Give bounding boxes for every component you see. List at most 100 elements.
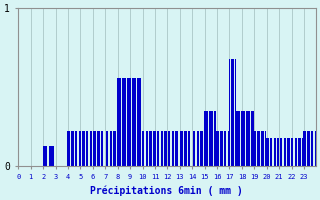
Bar — [299, 138, 300, 166]
Bar — [86, 131, 87, 166]
Bar — [51, 146, 52, 166]
Bar — [137, 78, 138, 166]
Bar — [142, 131, 143, 166]
Bar — [149, 131, 151, 166]
Bar — [87, 131, 89, 166]
Bar — [214, 111, 215, 166]
Bar — [244, 111, 245, 166]
Bar — [308, 131, 310, 166]
Bar — [231, 59, 233, 166]
Bar — [212, 111, 213, 166]
Bar — [146, 131, 147, 166]
Bar — [262, 131, 264, 166]
Bar — [117, 78, 118, 166]
Bar — [204, 111, 205, 166]
Bar — [228, 131, 229, 166]
Bar — [296, 138, 297, 166]
Bar — [134, 78, 136, 166]
Bar — [196, 131, 198, 166]
Bar — [274, 138, 275, 166]
Bar — [220, 131, 221, 166]
Bar — [147, 131, 148, 166]
Bar — [189, 131, 190, 166]
Bar — [302, 138, 303, 166]
X-axis label: Précipitations 6min ( mm ): Précipitations 6min ( mm ) — [90, 185, 243, 196]
Bar — [91, 131, 92, 166]
Bar — [221, 131, 223, 166]
Bar — [265, 131, 266, 166]
Bar — [130, 78, 131, 166]
Bar — [175, 131, 177, 166]
Bar — [292, 138, 293, 166]
Bar — [118, 78, 120, 166]
Bar — [284, 138, 285, 166]
Bar — [93, 131, 95, 166]
Bar — [172, 131, 173, 166]
Bar — [127, 78, 128, 166]
Bar — [101, 131, 102, 166]
Bar — [258, 131, 259, 166]
Bar — [158, 131, 159, 166]
Bar — [52, 146, 54, 166]
Bar — [143, 131, 144, 166]
Bar — [107, 131, 108, 166]
Bar — [261, 131, 262, 166]
Bar — [115, 131, 116, 166]
Bar — [236, 111, 237, 166]
Bar — [254, 131, 255, 166]
Bar — [233, 59, 234, 166]
Bar — [259, 131, 260, 166]
Bar — [80, 131, 81, 166]
Bar — [71, 131, 72, 166]
Bar — [120, 78, 121, 166]
Bar — [128, 78, 130, 166]
Bar — [218, 131, 219, 166]
Bar — [252, 111, 254, 166]
Bar — [162, 131, 163, 166]
Bar — [225, 131, 226, 166]
Bar — [95, 131, 96, 166]
Bar — [124, 78, 126, 166]
Bar — [255, 131, 256, 166]
Bar — [99, 131, 100, 166]
Bar — [82, 131, 84, 166]
Bar — [102, 131, 103, 166]
Bar — [46, 146, 47, 166]
Bar — [271, 138, 272, 166]
Bar — [237, 111, 239, 166]
Bar — [45, 146, 46, 166]
Bar — [165, 131, 167, 166]
Bar — [209, 111, 210, 166]
Bar — [305, 131, 306, 166]
Bar — [123, 78, 124, 166]
Bar — [153, 131, 154, 166]
Bar — [285, 138, 286, 166]
Bar — [132, 78, 133, 166]
Bar — [289, 138, 290, 166]
Bar — [202, 131, 203, 166]
Bar — [205, 111, 206, 166]
Bar — [185, 131, 187, 166]
Bar — [75, 131, 76, 166]
Bar — [200, 131, 202, 166]
Bar — [216, 131, 218, 166]
Bar — [215, 111, 216, 166]
Bar — [49, 146, 50, 166]
Bar — [84, 131, 85, 166]
Bar — [243, 111, 244, 166]
Bar — [270, 138, 271, 166]
Bar — [287, 138, 289, 166]
Bar — [193, 131, 194, 166]
Bar — [180, 131, 182, 166]
Bar — [111, 131, 112, 166]
Bar — [229, 59, 230, 166]
Bar — [312, 131, 313, 166]
Bar — [177, 131, 178, 166]
Bar — [140, 78, 141, 166]
Bar — [280, 138, 281, 166]
Bar — [315, 131, 316, 166]
Bar — [239, 111, 240, 166]
Bar — [90, 131, 91, 166]
Bar — [277, 138, 279, 166]
Bar — [184, 131, 185, 166]
